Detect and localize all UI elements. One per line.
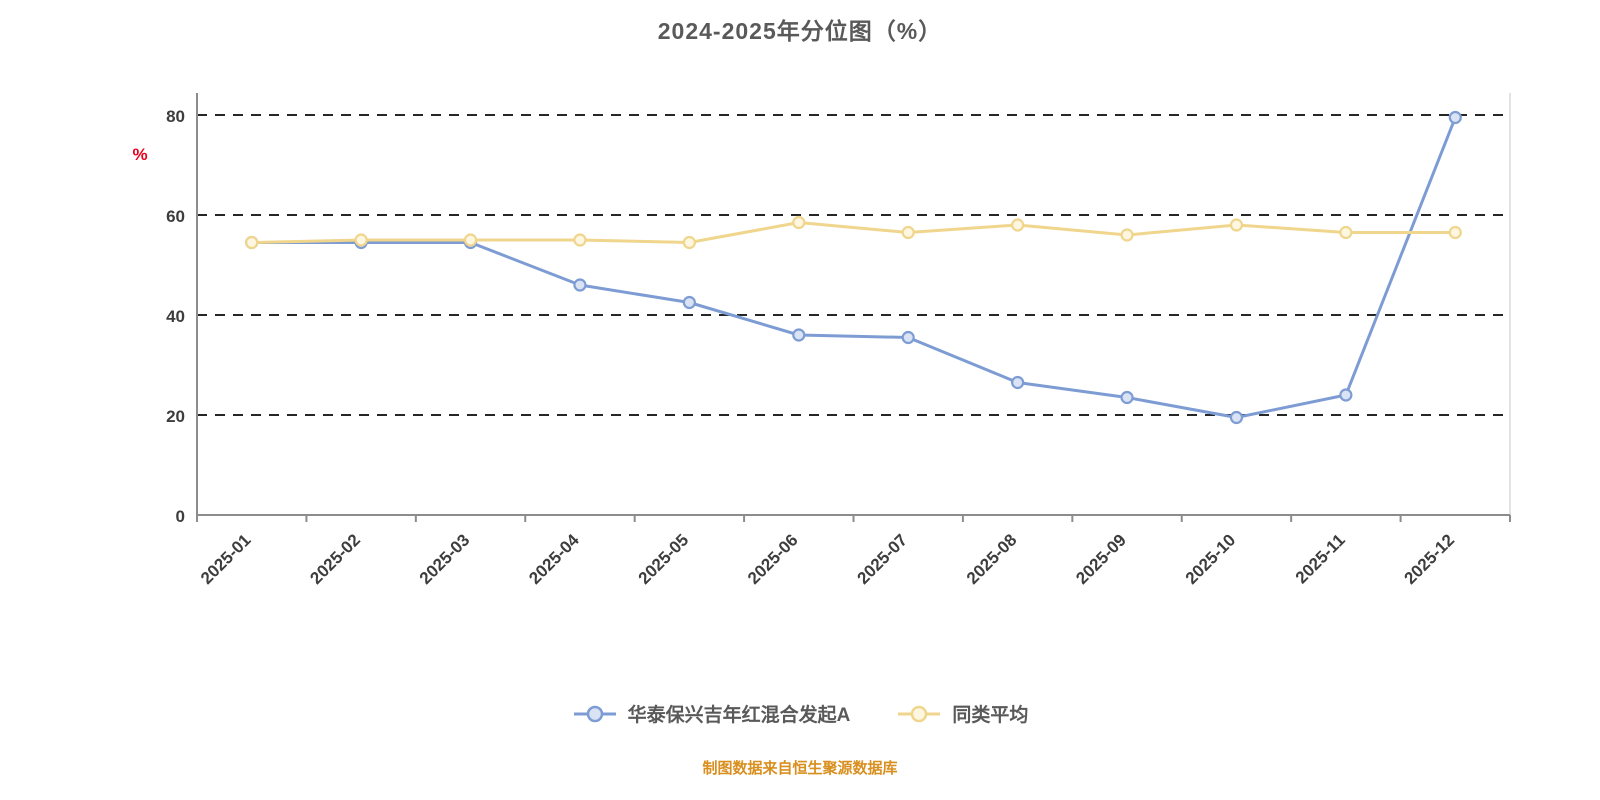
svg-text:2025-03: 2025-03 (416, 530, 474, 588)
legend-label-fund: 华泰保兴吉年红混合发起A (627, 705, 851, 726)
svg-text:2025-01: 2025-01 (197, 530, 255, 588)
svg-text:0: 0 (176, 507, 185, 526)
legend-item-fund[interactable]: 华泰保兴吉年红混合发起A (572, 700, 851, 727)
average-line-marker-icon (898, 705, 941, 722)
svg-text:2025-06: 2025-06 (744, 530, 802, 588)
svg-text:60: 60 (166, 207, 185, 226)
legend-item-average[interactable]: 同类平均 (896, 700, 1028, 727)
svg-text:2025-02: 2025-02 (306, 530, 364, 588)
svg-text:2025-11: 2025-11 (1292, 530, 1349, 587)
svg-text:2025-04: 2025-04 (525, 530, 583, 588)
y-axis-unit-label: % (132, 145, 147, 164)
svg-text:40: 40 (166, 307, 185, 326)
data-source-note: 制图数据来自恒生聚源数据库 (702, 760, 898, 777)
svg-text:2025-09: 2025-09 (1072, 530, 1130, 588)
chart-legend: 华泰保兴吉年红混合发起A 同类平均 (0, 700, 1600, 727)
svg-text:20: 20 (166, 407, 185, 426)
percentile-line-chart: % 0 20 40 60 80 2025-01 2025-02 2025-03 2025-04 2… (132, 93, 1511, 588)
svg-text:2025-07: 2025-07 (853, 530, 911, 588)
fund-line-marker-icon (573, 705, 616, 722)
svg-text:2025-12: 2025-12 (1401, 530, 1459, 588)
svg-text:80: 80 (166, 107, 185, 126)
svg-text:2025-08: 2025-08 (963, 530, 1021, 588)
chart-title: 2024-2025年分位图（%） (657, 18, 943, 44)
legend-label-average: 同类平均 (952, 705, 1029, 726)
svg-text:2025-05: 2025-05 (635, 530, 693, 588)
svg-text:2025-10: 2025-10 (1182, 530, 1240, 588)
